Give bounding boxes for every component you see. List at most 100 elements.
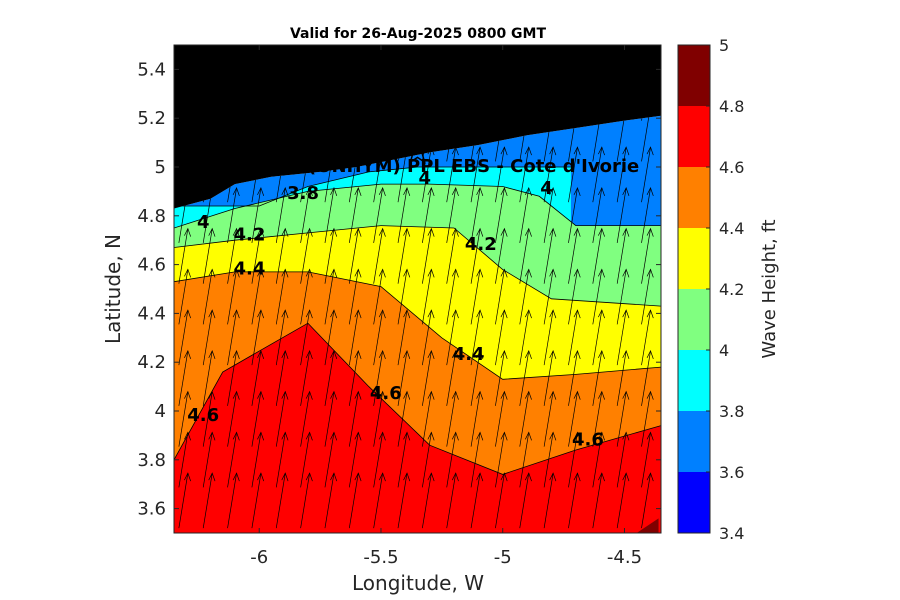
wave-arrow: [568, 473, 578, 529]
wave-arrow: [519, 310, 530, 366]
wave-arrow: [178, 350, 189, 406]
wave-arrow: [568, 187, 578, 243]
wave-arrow-head: [622, 390, 630, 400]
wave-arrow: [300, 310, 310, 366]
wave-arrow: [227, 228, 237, 284]
wave-arrow-head: [549, 431, 557, 441]
wave-arrow: [227, 310, 237, 366]
wave-arrow-head: [354, 309, 362, 319]
wave-arrow: [495, 473, 505, 529]
wave-arrow: [543, 187, 554, 243]
wave-arrow-head: [427, 390, 435, 400]
wave-arrow-head: [208, 431, 216, 441]
wave-arrow: [227, 432, 237, 488]
plot-area: 3.8 4 4 4 4.2 4.2 4.4 4.4 4.6 4.6 4.6 (ONHYM) PPL …: [174, 25, 661, 533]
wave-arrow-head: [598, 349, 605, 359]
contour-fills: [174, 115, 661, 533]
wave-arrow: [592, 391, 603, 447]
wave-arrow-head: [208, 227, 216, 237]
wave-arrow: [641, 391, 651, 447]
wave-arrow: [495, 310, 505, 366]
wave-arrow-head: [524, 227, 532, 237]
wave-arrow-head: [427, 227, 435, 237]
wave-arrow-head: [232, 431, 240, 441]
wave-arrow: [275, 269, 286, 325]
wave-arrow-head: [476, 431, 484, 441]
wave-arrow-head: [476, 390, 484, 400]
wave-arrow-head: [646, 309, 654, 319]
wave-arrow-head: [524, 349, 532, 359]
y-tick-label: 5.4: [137, 59, 166, 80]
wave-arrow-head: [378, 349, 386, 359]
wave-arrow-head: [330, 390, 338, 400]
wave-arrow: [592, 310, 603, 366]
wave-arrow-head: [549, 309, 557, 319]
wave-arrow-head: [549, 268, 557, 278]
wave-arrow-head: [281, 186, 289, 196]
wave-arrow-head: [549, 472, 557, 482]
wave-arrow: [641, 115, 651, 162]
site-marker-group: (ONHYM) PPL EBS - Cote d'Ivorie: [308, 138, 639, 177]
wave-arrow-head: [647, 25, 653, 33]
wave-arrow-head: [524, 146, 532, 156]
wave-arrow: [519, 269, 530, 325]
wave-arrow-head: [550, 25, 556, 33]
wave-arrow-head: [378, 431, 386, 441]
wave-arrow-head: [476, 349, 484, 359]
wave-arrow: [641, 147, 651, 203]
wave-arrow: [543, 269, 554, 325]
wave-arrow-head: [330, 349, 338, 359]
wave-arrow: [373, 350, 384, 406]
wave-arrow: [568, 432, 578, 488]
wave-arrow-head: [378, 227, 386, 237]
wave-arrow: [470, 228, 481, 284]
wave-arrow: [422, 269, 432, 325]
wave-arrow: [641, 269, 651, 325]
wave-arrow-head: [281, 431, 289, 441]
wave-arrow-head: [208, 472, 216, 482]
wave-arrow: [495, 187, 505, 243]
wave-arrow: [397, 269, 408, 325]
wave-arrow-head: [330, 186, 338, 196]
wave-arrow: [300, 269, 310, 325]
wave-arrow: [592, 228, 603, 284]
wave-arrow-head: [281, 472, 289, 482]
wave-arrow-head: [257, 25, 263, 33]
wave-arrow: [348, 228, 359, 284]
wave-arrow: [616, 310, 627, 366]
wave-arrow-head: [184, 309, 192, 319]
wave-arrow-head: [281, 309, 289, 319]
x-tick-label: -5: [494, 547, 512, 568]
wave-arrow: [568, 228, 578, 284]
wave-arrow-head: [403, 268, 411, 278]
wave-arrow: [422, 147, 432, 203]
wave-arrow-head: [232, 472, 240, 482]
wave-arrow-head: [257, 390, 265, 400]
wave-arrow-head: [524, 309, 532, 319]
wave-arrow: [470, 310, 481, 366]
wave-arrow-head: [354, 472, 362, 482]
contour-line-3.8: [174, 166, 571, 207]
wave-arrow: [446, 473, 457, 529]
wave-arrow: [227, 473, 237, 529]
wave-arrow: [373, 269, 384, 325]
wave-arrow-head: [282, 25, 288, 33]
wave-arrow-head: [403, 309, 411, 319]
wave-arrow: [446, 147, 457, 203]
colorbar-tick-label: 4: [719, 341, 729, 360]
wave-arrow: [543, 350, 554, 406]
wave-arrow: [470, 187, 481, 243]
fill-band-above-4.6: [174, 323, 661, 533]
contour-label: 4.4: [453, 344, 485, 365]
wave-arrow: [202, 310, 213, 366]
wave-arrow-head: [184, 431, 192, 441]
wave-arrow-head: [646, 431, 654, 441]
wave-arrow: [568, 310, 578, 366]
wave-arrow-head: [257, 268, 265, 278]
contour-line-4: [174, 183, 661, 229]
wave-arrow-head: [403, 227, 411, 237]
wave-arrow: [446, 269, 457, 325]
wave-arrow: [324, 187, 335, 243]
wave-arrow-head: [646, 390, 654, 400]
wave-arrow-head: [281, 390, 289, 400]
